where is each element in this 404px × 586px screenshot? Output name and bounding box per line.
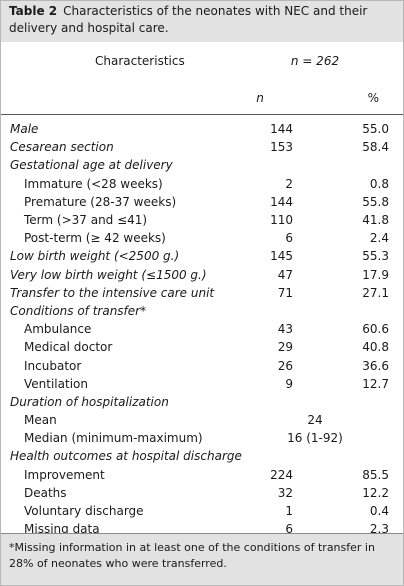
table-row: Missing data 6 2.3 <box>24 522 389 537</box>
caption-text: Characteristics of the neonates with NEC… <box>9 4 368 35</box>
table-row: Improvement 224 85.5 <box>24 467 389 482</box>
table-row: Deaths 32 12.2 <box>24 485 389 500</box>
table-row: Cesarean section 153 58.4 <box>10 140 389 155</box>
table-row: Male 144 55.0 <box>10 122 389 137</box>
table-row: Voluntary discharge 1 0.4 <box>24 504 389 519</box>
header-characteristics: Characteristics <box>95 54 185 68</box>
section-row: Conditions of transfer* <box>10 303 147 318</box>
table-label: Table 2 <box>9 4 58 18</box>
table-row: Term (>37 and ≤41) 110 41.8 <box>24 213 389 228</box>
table-caption: Table 2 Characteristics of the neonates w… <box>1 1 403 42</box>
table-row: Mean 24 <box>24 413 323 428</box>
table-row: Immature (<28 weeks) 2 0.8 <box>24 176 389 191</box>
section-row: Gestational age at delivery <box>10 158 173 173</box>
header-n-total: n = 262 <box>290 54 340 68</box>
header-percent: % <box>293 82 403 115</box>
table-row: Ventilation 9 12.7 <box>24 376 389 391</box>
table-row: Median (minimum-maximum) 16 (1-92) <box>24 431 343 446</box>
table-row: Very low birth weight (≤1500 g.) 47 17.9 <box>10 267 389 282</box>
table-row: Transfer to the intensive care unit 71 2… <box>10 285 389 300</box>
section-row: Duration of hospitalization <box>10 394 169 409</box>
section-row: Health outcomes at hospital discharge <box>10 449 242 464</box>
table-row: Ambulance 43 60.6 <box>24 322 389 337</box>
header-row-1: Characteristics n = 262 <box>1 42 403 82</box>
characteristics-table: Characteristics n = 262 n % Male 144 55.… <box>1 42 403 538</box>
table-footnote: *Missing information in at least one of … <box>1 533 403 585</box>
table-row: Premature (28-37 weeks) 144 55.8 <box>24 194 389 209</box>
table-row: Post-term (≥ 42 weeks) 6 2.4 <box>24 231 389 246</box>
table-row: Low birth weight (<2500 g.) 145 55.3 <box>10 249 389 264</box>
header-n: n <box>227 82 293 115</box>
table-row: Medical doctor 29 40.8 <box>24 340 389 355</box>
header-row-2: n % <box>1 82 403 115</box>
table-row: Incubator 26 36.6 <box>24 358 389 373</box>
